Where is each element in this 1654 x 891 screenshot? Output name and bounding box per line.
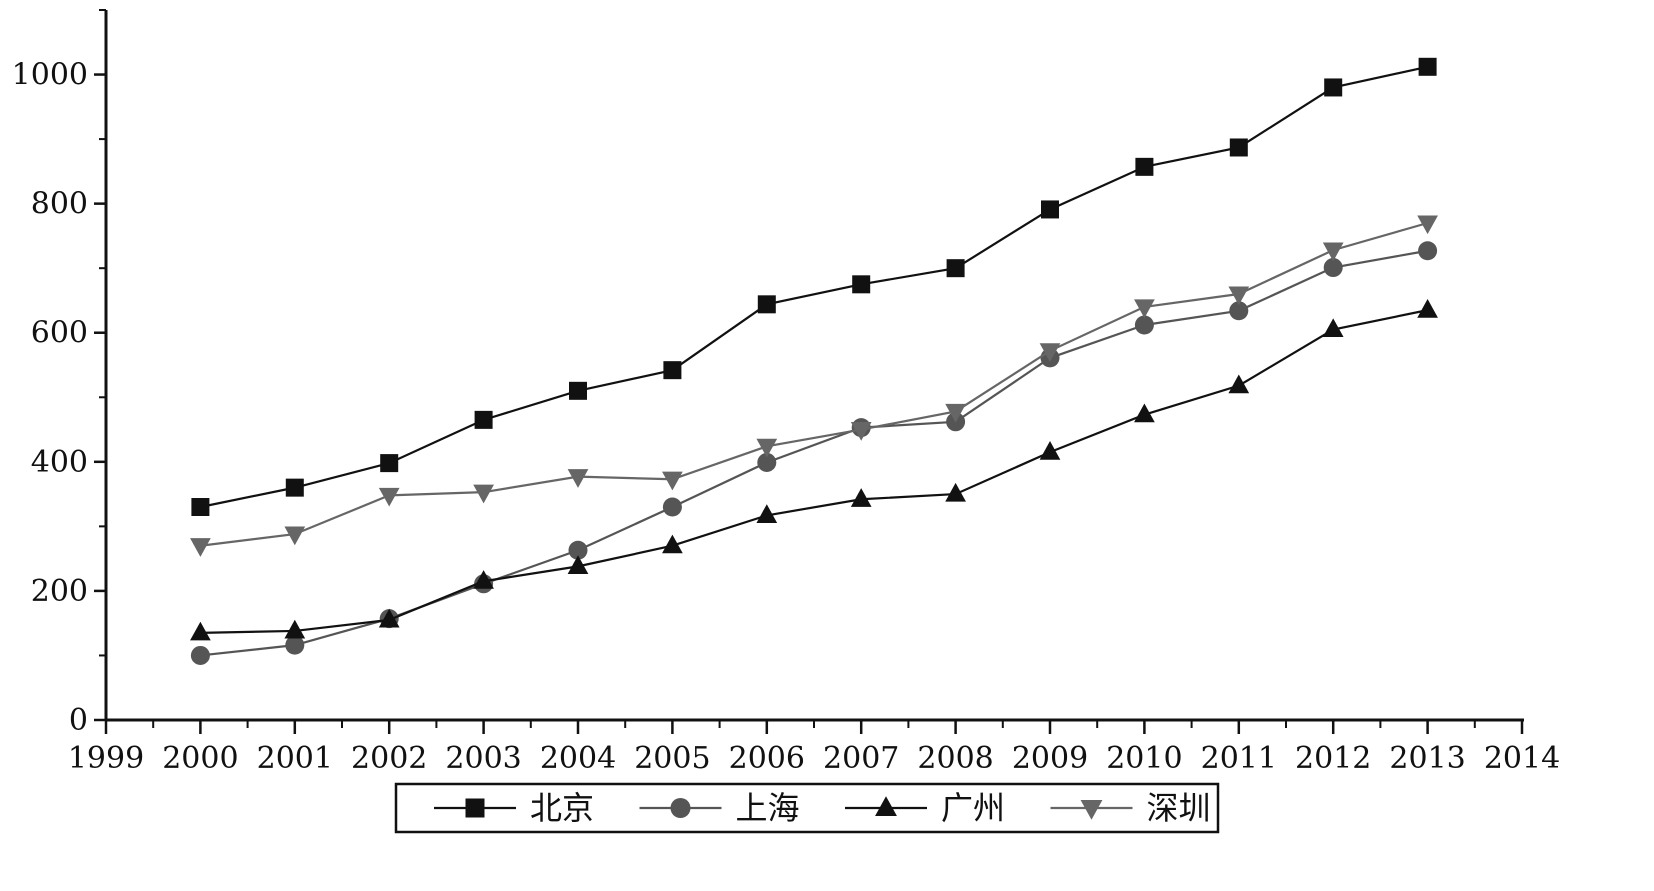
data-point [1134,315,1154,335]
data-point [569,381,587,400]
series-1 [191,57,1437,516]
x-tick-label: 2006 [729,741,805,776]
data-point [945,403,966,423]
x-tick-label: 2012 [1295,741,1371,776]
data-point [473,570,494,589]
series-line [200,309,1428,634]
legend-marker [875,796,897,816]
y-tick-label: 600 [31,316,88,351]
x-tick-label: 2014 [1484,741,1560,776]
data-point [1039,343,1061,362]
legend-marker [670,798,691,818]
legend-item-4: 深圳 [1050,789,1211,827]
x-tick-label: 1999 [68,741,144,776]
data-point [1229,138,1248,157]
data-point [1041,200,1059,219]
data-point [946,259,965,278]
data-point [1418,57,1437,76]
legend-item-3: 广州 [845,789,1005,827]
legend-label: 广州 [941,789,1005,827]
x-tick-label: 2002 [351,741,427,776]
x-tick-label: 2009 [1012,741,1088,776]
data-point [1324,78,1343,97]
data-point [474,410,493,429]
legend-marker [1080,800,1103,820]
x-tick-label: 2010 [1106,741,1182,776]
data-point [568,540,588,560]
series-layer [190,57,1438,665]
data-point [190,621,211,641]
x-tick-label: 2004 [540,741,616,776]
legend: 北京 上海 广州 深圳 [394,782,1220,834]
data-point [378,608,400,628]
series-3 [190,298,1438,641]
data-point [756,438,778,458]
y-tick-label: 800 [31,187,88,222]
legend-marker [465,798,485,818]
data-point [1417,215,1438,235]
data-point [567,469,589,488]
y-tick-label: 1000 [12,58,88,93]
data-point [1323,258,1343,278]
series-4 [190,215,1438,557]
data-point [190,645,210,665]
data-point [757,295,776,314]
data-point [850,488,872,507]
x-tick-label: 2003 [445,741,521,776]
data-point [1039,440,1061,460]
legend-label: 上海 [736,789,800,827]
data-point [1418,241,1438,261]
legend-item-2: 上海 [639,789,800,827]
x-tick-label: 2011 [1201,741,1277,776]
data-point [852,275,871,294]
data-point [662,534,683,554]
data-point [190,538,211,557]
data-point [1322,318,1344,338]
data-point [285,478,304,497]
y-tick-label: 0 [69,703,88,738]
data-point [380,454,399,473]
data-point [757,452,777,472]
data-point [850,421,872,441]
data-point [1228,374,1250,394]
x-tick-label: 2013 [1389,741,1465,776]
data-point [284,619,306,639]
y-tick-label: 200 [31,574,88,609]
legend-item-1: 北京 [434,789,594,827]
y-tick-label: 400 [31,445,88,480]
data-point [378,487,400,507]
data-point [945,482,966,502]
data-point [285,635,305,655]
legend-label: 深圳 [1147,789,1211,827]
data-point [1322,242,1344,262]
legend-label: 北京 [530,789,594,827]
data-point [473,484,494,504]
data-point [284,526,306,546]
data-point [1134,299,1155,319]
data-point [1134,403,1155,423]
x-tick-label: 2005 [634,741,710,776]
x-tick-label: 2000 [162,741,238,776]
data-point [756,504,778,523]
series-line [200,221,1428,547]
data-point [662,471,683,491]
data-point [1417,298,1438,318]
data-point [662,497,682,517]
data-point [567,555,589,574]
data-point [1228,286,1250,306]
x-tick-label: 2001 [257,741,333,776]
data-point [663,361,682,380]
x-tick-label: 2008 [917,741,993,776]
series-2 [190,241,1438,665]
x-tick-label: 2007 [823,741,899,776]
data-point [191,498,210,516]
axes: 1999 2000 2001 2002 2003 2004 2005 2006 2007 2008… [12,9,1560,776]
data-point [1229,301,1249,321]
series-line [200,65,1428,509]
data-point [1135,157,1154,176]
